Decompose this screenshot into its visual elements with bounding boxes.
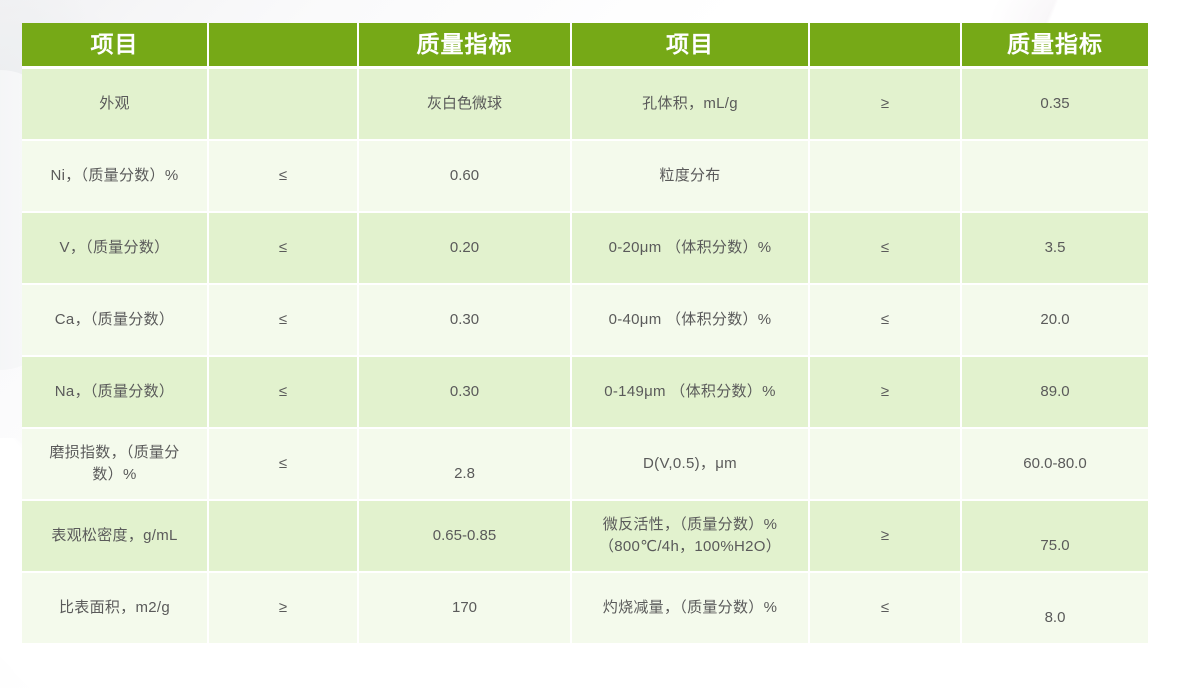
header-item-right: 项目 (572, 23, 810, 69)
cell-operator-left: ≤ (209, 357, 359, 429)
cell-operator-right: ≤ (810, 573, 962, 645)
cell-value-left: 0.60 (359, 141, 572, 213)
cell-value-right: 60.0-80.0 (962, 429, 1148, 501)
header-operator-left (209, 23, 359, 69)
cell-value-right: 0.35 (962, 69, 1148, 141)
header-row: 项目 质量指标 项目 质量指标 (22, 23, 1148, 69)
cell-item-right: 0-20μm （体积分数）% (572, 213, 810, 285)
cell-operator-right: ≥ (810, 69, 962, 141)
cell-operator-left: ≤ (209, 285, 359, 357)
table-body: 外观 灰白色微球 孔体积，mL/g ≥ 0.35 Ni，（质量分数）% ≤ 0.… (22, 69, 1148, 645)
cell-value-left: 0.30 (359, 285, 572, 357)
table-row: Ni，（质量分数）% ≤ 0.60 粒度分布 (22, 141, 1148, 213)
cell-item-right: 粒度分布 (572, 141, 810, 213)
cell-item-right: D(V,0.5)，μm (572, 429, 810, 501)
cell-operator-left (209, 501, 359, 573)
cell-item-right-line1: 微反活性，（质量分数）% (602, 515, 778, 533)
quality-specification-table: 项目 质量指标 项目 质量指标 外观 灰白色微球 孔体积，mL/g ≥ 0.35… (22, 23, 1148, 645)
cell-value-right: 89.0 (962, 357, 1148, 429)
cell-item-right: 孔体积，mL/g (572, 69, 810, 141)
cell-value-right: 20.0 (962, 285, 1148, 357)
cell-value-right: 3.5 (962, 213, 1148, 285)
table-row: Na，（质量分数） ≤ 0.30 0-149μm （体积分数）% ≥ 89.0 (22, 357, 1148, 429)
spec-table-container: 项目 质量指标 项目 质量指标 外观 灰白色微球 孔体积，mL/g ≥ 0.35… (22, 23, 1148, 645)
header-quality-right: 质量指标 (962, 23, 1148, 69)
cell-item-left: Ni，（质量分数）% (22, 141, 209, 213)
cell-value-right: 75.0 (962, 501, 1148, 573)
table-row: V，（质量分数） ≤ 0.20 0-20μm （体积分数）% ≤ 3.5 (22, 213, 1148, 285)
cell-value-left: 0.20 (359, 213, 572, 285)
header-quality-left: 质量指标 (359, 23, 572, 69)
cell-value-right (962, 141, 1148, 213)
cell-operator-left: ≥ (209, 573, 359, 645)
cell-value-left: 0.30 (359, 357, 572, 429)
table-row: Ca，（质量分数） ≤ 0.30 0-40μm （体积分数）% ≤ 20.0 (22, 285, 1148, 357)
table-row: 磨损指数，（质量分 数）% ≤ 2.8 D(V,0.5)，μm 60.0-80.… (22, 429, 1148, 501)
cell-item-left-line2: 数）% (92, 466, 137, 483)
cell-item-right: 0-149μm （体积分数）% (572, 357, 810, 429)
cell-item-right: 灼烧减量，（质量分数）% (572, 573, 810, 645)
cell-value-right: 8.0 (962, 573, 1148, 645)
cell-operator-right: ≥ (810, 357, 962, 429)
cell-value-left: 2.8 (359, 429, 572, 501)
header-operator-right (810, 23, 962, 69)
header-item-left: 项目 (22, 23, 209, 69)
table-row: 比表面积，m2/g ≥ 170 灼烧减量，（质量分数）% ≤ 8.0 (22, 573, 1148, 645)
cell-item-left: V，（质量分数） (22, 213, 209, 285)
cell-value-left: 灰白色微球 (359, 69, 572, 141)
cell-item-left: 外观 (22, 69, 209, 141)
cell-value-left: 170 (359, 573, 572, 645)
table-header: 项目 质量指标 项目 质量指标 (22, 23, 1148, 69)
cell-item-right: 微反活性，（质量分数）% （800℃/4h，100%H2O） (572, 501, 810, 573)
cell-item-right: 0-40μm （体积分数）% (572, 285, 810, 357)
cell-item-left: 磨损指数，（质量分 数）% (22, 429, 209, 501)
cell-operator-right: ≥ (810, 501, 962, 573)
cell-item-left: 比表面积，m2/g (22, 573, 209, 645)
cell-item-right-line2: （800℃/4h，100%H2O） (598, 538, 782, 555)
cell-operator-left: ≤ (209, 213, 359, 285)
cell-item-left: Ca，（质量分数） (22, 285, 209, 357)
cell-operator-right: ≤ (810, 213, 962, 285)
cell-item-left: Na，（质量分数） (22, 357, 209, 429)
cell-value-left: 0.65-0.85 (359, 501, 572, 573)
cell-operator-left: ≤ (209, 429, 359, 501)
cell-item-left: 表观松密度，g/mL (22, 501, 209, 573)
cell-operator-left (209, 69, 359, 141)
cell-operator-right (810, 429, 962, 501)
cell-operator-left: ≤ (209, 141, 359, 213)
table-row: 外观 灰白色微球 孔体积，mL/g ≥ 0.35 (22, 69, 1148, 141)
cell-item-left-line1: 磨损指数，（质量分 (49, 443, 180, 461)
cell-operator-right: ≤ (810, 285, 962, 357)
table-row: 表观松密度，g/mL 0.65-0.85 微反活性，（质量分数）% （800℃/… (22, 501, 1148, 573)
cell-operator-right (810, 141, 962, 213)
